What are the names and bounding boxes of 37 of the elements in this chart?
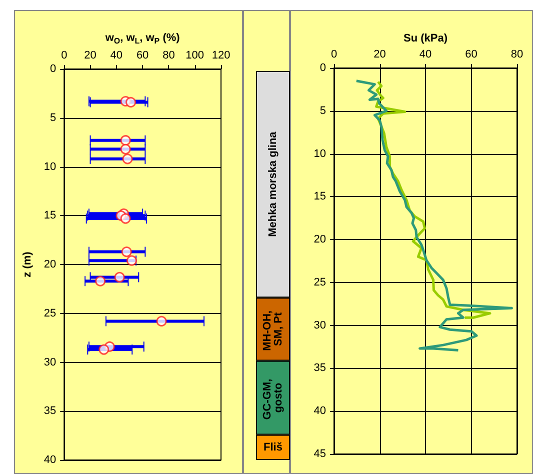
y-axis-title: z (m) — [22, 251, 34, 278]
y-tick-label: 40 — [314, 405, 326, 418]
y-tick-label: 35 — [44, 405, 56, 418]
y-tick-label: 35 — [314, 362, 326, 374]
x-tick-label: 20 — [374, 48, 386, 60]
series-label: Mehka morska glina — [267, 130, 279, 237]
series-label: Fliš — [264, 441, 282, 454]
y-tick-label: 25 — [314, 276, 326, 288]
x-axis-title: Su (kPa) — [403, 32, 448, 44]
x-tick-label: 40 — [110, 50, 123, 62]
x-tick-label: 40 — [419, 48, 432, 60]
x-tick-label: 60 — [465, 48, 478, 60]
x-tick-label: 0 — [330, 48, 338, 60]
y-tick-label: 30 — [44, 356, 56, 368]
y-tick-label: 0 — [320, 62, 326, 74]
x-tick-label: 80 — [510, 48, 524, 60]
series-label: MH-OH, SM, Pt — [262, 308, 284, 351]
y-tick-label: 5 — [320, 104, 326, 117]
x-tick-label: 120 — [212, 50, 230, 62]
series-label: GC-GM, gosto — [262, 376, 284, 420]
y-tick-label: 10 — [314, 148, 326, 160]
y-tick-label: 25 — [44, 307, 56, 320]
y-tick-label: 20 — [314, 234, 326, 246]
y-tick-label: 20 — [44, 258, 56, 270]
x-tick-label: 0 — [61, 50, 68, 62]
y-tick-label: 30 — [314, 319, 326, 332]
y-tick-label: 15 — [314, 190, 326, 203]
y-tick-label: 45 — [314, 448, 326, 460]
y-tick-label: 40 — [44, 454, 56, 466]
x-tick-label: 100 — [186, 50, 204, 62]
x-tick-label: 60 — [136, 50, 149, 62]
x-tick-label: 80 — [162, 50, 175, 62]
x-tick-label: 20 — [84, 50, 96, 62]
y-tick-label: 5 — [50, 112, 56, 124]
y-tick-label: 0 — [50, 63, 56, 75]
y-tick-label: 15 — [44, 210, 56, 222]
y-tick-label: 10 — [44, 160, 56, 173]
